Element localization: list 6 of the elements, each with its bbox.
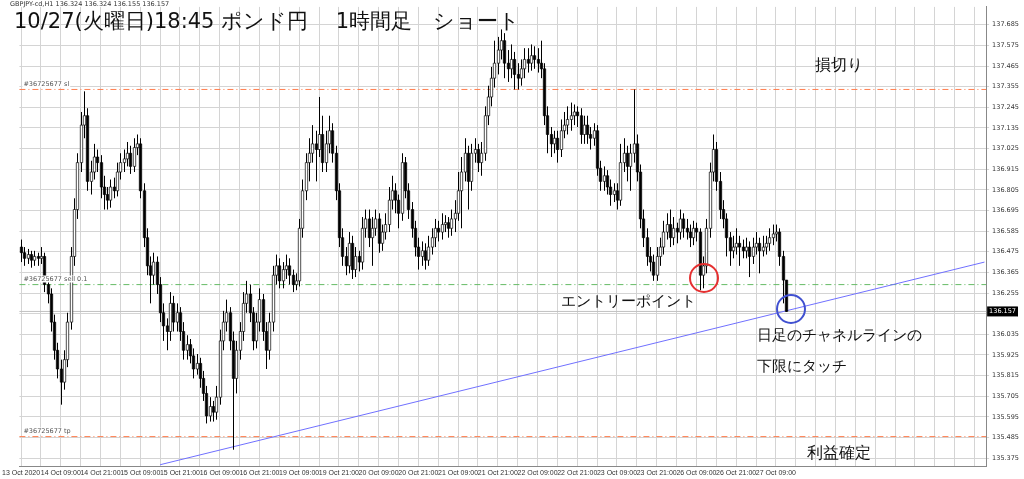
annotation: 利益確定	[807, 443, 871, 462]
annotation: 日足のチャネルラインの	[757, 326, 922, 344]
annotation: エントリーポイント	[561, 291, 696, 310]
annotation: 損切り	[815, 55, 863, 74]
annotation: 下限にタッチ	[757, 357, 847, 375]
chart-title: 10/27(火曜日)18:45 ポンド円 1時間足 ショート	[14, 9, 521, 34]
